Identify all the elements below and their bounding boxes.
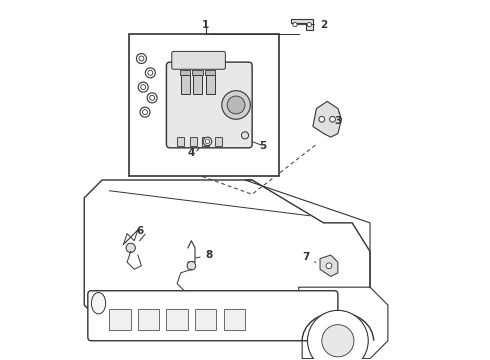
Polygon shape: [320, 255, 338, 276]
Circle shape: [149, 95, 155, 100]
Bar: [205, 70, 215, 75]
Circle shape: [293, 22, 297, 27]
Circle shape: [319, 116, 325, 122]
Text: 6: 6: [136, 226, 143, 235]
Bar: [177, 137, 184, 146]
Bar: [215, 137, 222, 146]
Bar: [190, 137, 197, 146]
Text: 2: 2: [296, 19, 327, 30]
Circle shape: [143, 110, 147, 114]
Text: 4: 4: [188, 148, 195, 158]
Circle shape: [227, 96, 245, 114]
Polygon shape: [292, 19, 313, 30]
Circle shape: [141, 85, 146, 90]
Circle shape: [205, 139, 210, 144]
Bar: [202, 137, 209, 146]
Bar: [138, 309, 159, 330]
Circle shape: [203, 137, 212, 146]
Circle shape: [322, 325, 354, 357]
Bar: [223, 309, 245, 330]
Bar: [193, 70, 203, 75]
Bar: [180, 70, 190, 75]
Bar: [129, 33, 279, 176]
Circle shape: [147, 93, 157, 103]
Text: 8: 8: [196, 250, 213, 260]
Bar: [181, 75, 190, 94]
FancyBboxPatch shape: [172, 51, 225, 69]
Circle shape: [307, 22, 312, 27]
Text: 3: 3: [334, 112, 342, 126]
Bar: [109, 309, 131, 330]
Circle shape: [308, 310, 368, 360]
Bar: [193, 75, 202, 94]
FancyBboxPatch shape: [167, 62, 252, 148]
Circle shape: [136, 54, 147, 64]
Text: 5: 5: [259, 141, 267, 151]
Text: 1: 1: [202, 19, 209, 30]
Circle shape: [187, 261, 196, 270]
Bar: [206, 75, 215, 94]
Circle shape: [139, 56, 144, 61]
Circle shape: [140, 107, 150, 117]
Circle shape: [326, 263, 332, 269]
Circle shape: [138, 82, 148, 92]
FancyBboxPatch shape: [88, 291, 338, 341]
Text: 7: 7: [302, 252, 316, 262]
Polygon shape: [313, 102, 342, 137]
Circle shape: [330, 116, 335, 122]
Circle shape: [148, 70, 153, 75]
Polygon shape: [298, 287, 388, 359]
Bar: [167, 309, 188, 330]
Circle shape: [242, 132, 248, 139]
Bar: [195, 309, 217, 330]
Ellipse shape: [92, 293, 106, 314]
Polygon shape: [84, 180, 370, 323]
Circle shape: [126, 243, 135, 252]
Circle shape: [222, 91, 250, 119]
Circle shape: [146, 68, 155, 78]
